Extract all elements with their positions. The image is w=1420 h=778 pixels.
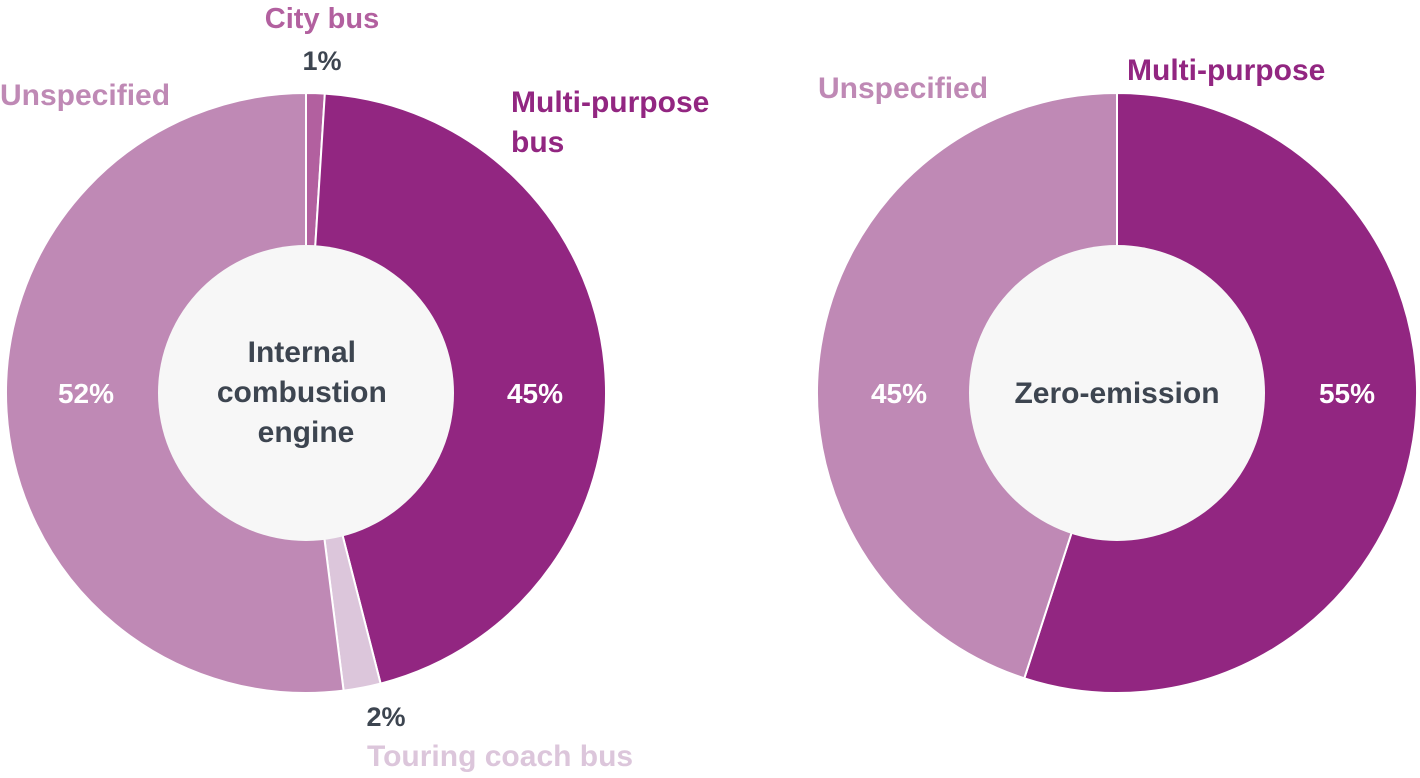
ze-slice-unspecified (816, 91, 1118, 680)
ice-city-bus-name: City bus (265, 3, 379, 35)
ze-center-hole (969, 245, 1265, 541)
ze-center-label: Zero-emission (1014, 377, 1219, 410)
ice-multi-purpose-value: 45% (507, 378, 563, 409)
ice-unspecified-value: 52% (58, 378, 114, 409)
chart-zero-emission: Zero-emission 45% 55% Unspecified Multi-… (816, 54, 1418, 694)
ze-unspecified-name: Unspecified (818, 72, 988, 105)
ice-touring-coach-name: Touring coach bus (367, 740, 633, 773)
ice-multi-purpose-name-line-2: bus (511, 126, 564, 159)
ze-multi-purpose-name: Multi-purpose (1127, 54, 1325, 87)
ice-slice-multi-purpose-bus (304, 92, 607, 685)
ice-unspecified-name: Unspecified (0, 79, 170, 112)
svg-text:Multi-purpose bus: Multi-purpose bus (511, 86, 718, 159)
ze-multi-purpose-value: 55% (1319, 378, 1375, 409)
chart-ice: Internal combustion engine 52% 45% City … (0, 3, 718, 773)
ice-center-label-line-2: combustion (217, 376, 387, 409)
ice-center-hole (158, 245, 454, 541)
ice-touring-coach-value: 2% (366, 702, 405, 732)
ice-city-bus-value: 1% (302, 46, 341, 76)
ice-center-label-line-3: engine (258, 416, 355, 449)
ice-center-label-line-1: Internal (248, 336, 356, 369)
ice-multi-purpose-name-line-1: Multi-purpose (511, 86, 709, 119)
ze-unspecified-value: 45% (871, 378, 927, 409)
svg-text:Internal combustion: Internal combustion engine (217, 336, 395, 449)
